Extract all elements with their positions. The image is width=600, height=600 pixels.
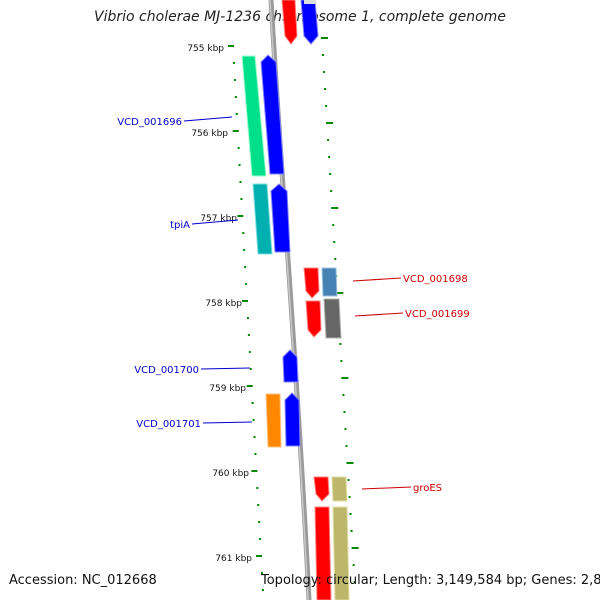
topology-text: Topology: circular; Length: 3,149,584 bp… [261, 573, 600, 588]
gene-VCD_001698-arrow[interactable] [303, 267, 320, 299]
partial-reverse-gene[interactable] [281, 0, 298, 45]
gene-label-groES[interactable]: groES [413, 483, 442, 494]
label-line-tpiA [191, 219, 239, 225]
label-line-VCD_001701 [202, 421, 253, 424]
tick-label-758: 758 kbp [205, 299, 242, 309]
label-line-groES [361, 486, 412, 490]
gene-VCD_001698-cog[interactable] [321, 267, 338, 297]
gene-tpiA-arrow[interactable] [270, 183, 291, 253]
gene-VCD_001699-arrow[interactable] [305, 300, 322, 338]
gene-VCD_001700-arrow[interactable] [282, 349, 299, 383]
partial-forward-cog [304, 0, 316, 4]
gene-label-VCD_001701[interactable]: VCD_001701 [136, 419, 201, 430]
gene-VCD_001701-arrow[interactable] [284, 392, 301, 447]
tick-label-761: 761 kbp [215, 554, 252, 564]
outer-tick-marks [321, 37, 359, 583]
tick-label-757: 757 kbp [200, 214, 237, 224]
label-line-VCD_001700 [200, 367, 251, 370]
gene-label-VCD_001698[interactable]: VCD_001698 [403, 274, 468, 285]
tick-label-756: 756 kbp [191, 129, 228, 139]
partial-reverse-gene-bottom[interactable] [314, 506, 332, 600]
label-line-VCD_001696 [183, 116, 233, 122]
gene-tpiA-cog[interactable] [252, 183, 273, 255]
accession-text: Accession: NC_012668 [9, 573, 157, 588]
label-line-VCD_001698 [352, 277, 402, 282]
gene-groES-arrow[interactable] [313, 476, 330, 502]
tick-label-755: 755 kbp [187, 44, 224, 54]
tick-label-759: 759 kbp [209, 384, 246, 394]
inner-tick-marks [228, 45, 264, 591]
gene-groES-cog[interactable] [331, 476, 348, 502]
label-line-VCD_001699 [354, 312, 404, 317]
gene-label-tpiA[interactable]: tpiA [170, 220, 190, 231]
gene-VCD_001696-cog[interactable] [241, 55, 267, 177]
map-title: Vibrio cholerae MJ-1236 chromosome 1, co… [94, 9, 506, 25]
gene-label-VCD_001699[interactable]: VCD_001699 [405, 309, 470, 320]
gene-VCD_001701-cog[interactable] [265, 393, 282, 448]
gene-VCD_001696-arrow[interactable] [260, 54, 285, 175]
gene-label-VCD_001700[interactable]: VCD_001700 [134, 365, 199, 376]
partial-forward-gene[interactable] [300, 0, 319, 45]
tick-label-760: 760 kbp [212, 469, 249, 479]
partial-cog-bottom[interactable] [332, 506, 350, 600]
gene-label-VCD_001696[interactable]: VCD_001696 [117, 117, 182, 128]
gene-VCD_001699-cog[interactable] [323, 298, 342, 339]
